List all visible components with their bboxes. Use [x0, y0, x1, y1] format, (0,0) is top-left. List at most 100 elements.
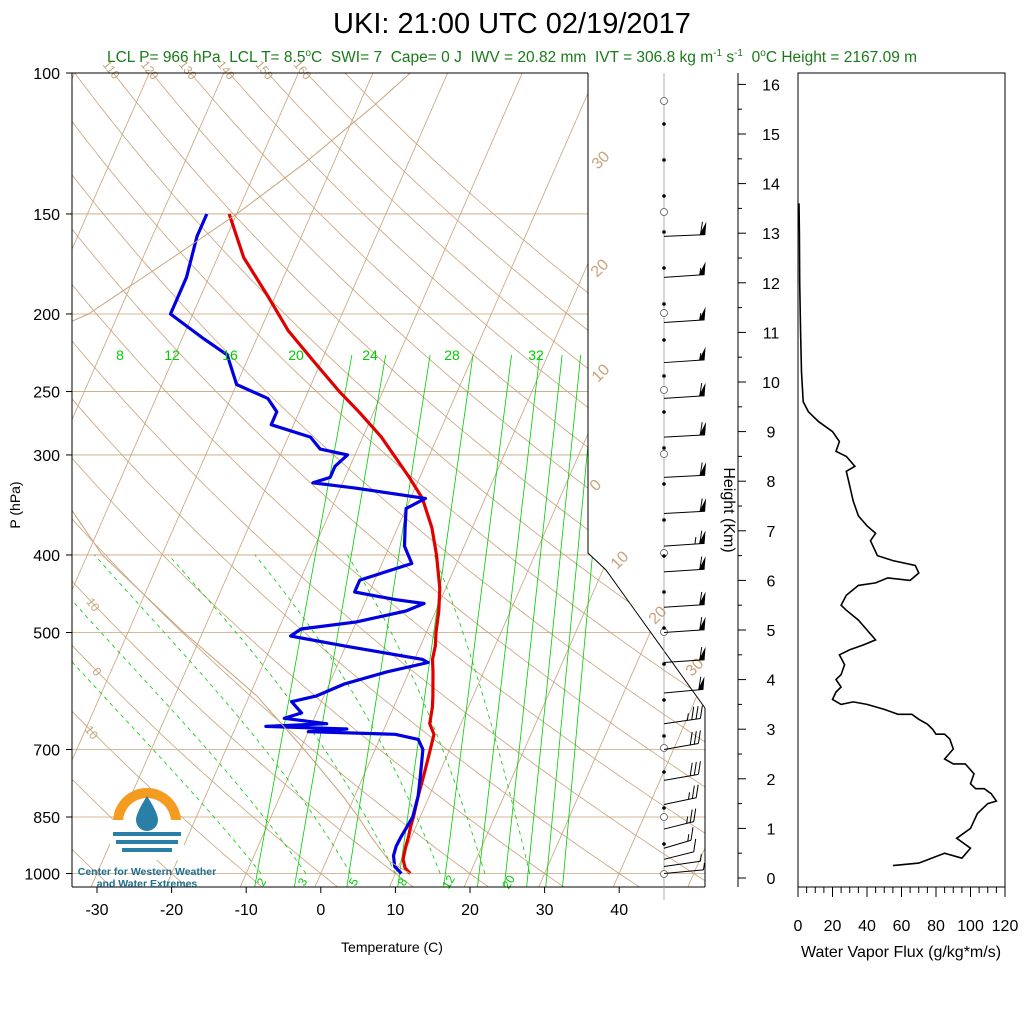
dry-adiabat [72, 398, 641, 887]
height-tick-label: 8 [767, 474, 776, 491]
dry-adiabat [72, 228, 705, 788]
isotherm [72, 73, 374, 762]
barb-dot [662, 734, 666, 738]
dry-adiabat [74, 73, 705, 656]
x-tick-label: 30 [536, 902, 554, 919]
dry-adiabat [190, 73, 705, 534]
barb-staff [663, 510, 706, 514]
wind-barb [663, 306, 706, 324]
barb-dot [662, 338, 666, 342]
mixing-ratio-label: 12 [164, 347, 180, 363]
y-tick-label: 700 [33, 743, 60, 760]
barb-staff [663, 869, 704, 874]
barb-staff [663, 359, 705, 364]
wind-barb [663, 761, 701, 781]
barb-half-flag [694, 537, 697, 545]
barb-ring [660, 450, 668, 458]
barb-flag [693, 731, 697, 745]
dry-adiabat [151, 73, 705, 574]
barb-mask [588, 73, 705, 708]
height-tick-label: 9 [767, 425, 776, 442]
isotherm [72, 73, 225, 421]
barb-flag [699, 530, 703, 544]
height-tick-label: 5 [767, 623, 776, 640]
barb-staff [663, 568, 705, 573]
wind-barb [663, 221, 707, 237]
mixing-ratio-line [443, 354, 512, 887]
barb-staff [663, 319, 705, 324]
flux-tick-label: 20 [824, 918, 842, 935]
barb-staff [663, 474, 706, 478]
barb-flag [699, 498, 703, 512]
height-tick-label: 2 [767, 772, 776, 789]
barb-staff [663, 274, 705, 278]
barb-staff [663, 395, 705, 399]
x-tick-label: 10 [387, 902, 405, 919]
barb-ring [660, 309, 668, 317]
barb-flag [689, 731, 693, 745]
barb-ring [660, 97, 668, 105]
mixing-ratio-line [526, 354, 582, 887]
height-tick-label: 15 [762, 127, 780, 144]
mixing-ratio-label: 20 [288, 347, 304, 363]
dry-adiabat [72, 283, 705, 834]
flux-tick-label: 0 [794, 918, 803, 935]
barb-flag [699, 556, 703, 570]
dewpoint-line [168, 213, 430, 875]
isotherm [72, 73, 150, 251]
wind-barb [663, 705, 703, 725]
water-vapor-flux-panel: 0 20 40 60 80 100 120 Water Vapor Flux (g/kg*m/… [794, 72, 1018, 961]
sounding-profiles [72, 73, 442, 875]
flux-line [798, 203, 998, 867]
dry-adiabat-label: 10 [83, 595, 102, 614]
x-tick-label: -20 [160, 902, 183, 919]
barb-staff [663, 629, 705, 634]
mixing-ratio-label: 16 [222, 347, 238, 363]
moist-adiabat [94, 554, 351, 874]
mixing-ratio-label: 8 [116, 347, 124, 363]
y-tick-label: 100 [33, 66, 60, 83]
dry-adiabat [72, 644, 339, 887]
height-tick-label: 3 [767, 722, 776, 739]
barb-flag [699, 647, 703, 661]
barb-flag [699, 705, 703, 719]
barb-flag [697, 730, 701, 744]
dry-adiabat [72, 710, 263, 887]
barb-flag [699, 617, 703, 631]
dry-adiabat [72, 518, 490, 887]
flux-tick-label: 60 [893, 918, 911, 935]
barb-dot [662, 374, 666, 378]
wind-barb [663, 498, 707, 514]
barb-ring [660, 208, 668, 216]
y-tick-label: 850 [33, 810, 60, 827]
logo-wave [122, 848, 172, 852]
x-axis-title: Temperature (C) [341, 939, 443, 955]
dry-adiabat-label: 120 [138, 58, 162, 83]
dry-adiabat-label: 160 [291, 58, 315, 83]
x-tick-label: 20 [461, 902, 479, 919]
barb-pennant [699, 498, 707, 512]
height-tick-label: 11 [763, 325, 780, 342]
barb-flag [698, 676, 702, 690]
mixing-ratio-line [503, 354, 563, 887]
barb-dot [662, 122, 666, 126]
barb-ring [660, 744, 668, 752]
wind-barb [663, 261, 706, 278]
height-tick-label: 14 [762, 177, 780, 194]
dry-adiabat-label: 10 [82, 723, 101, 742]
barb-dot [662, 590, 666, 594]
barb-half-flag [688, 792, 691, 800]
dry-adiabat [72, 457, 565, 887]
barb-dot [662, 482, 666, 486]
skew-t-background [72, 73, 705, 887]
barb-flag [689, 762, 693, 776]
barb-staff [663, 434, 706, 438]
x-tick-label: 0 [316, 902, 325, 919]
barb-dot [662, 158, 666, 162]
barb-flag [693, 808, 697, 822]
wind-barb [663, 808, 697, 830]
barb-staff [663, 839, 692, 849]
mixing-ratio-label: 12 [439, 872, 458, 891]
height-tick-label: 12 [762, 276, 780, 293]
